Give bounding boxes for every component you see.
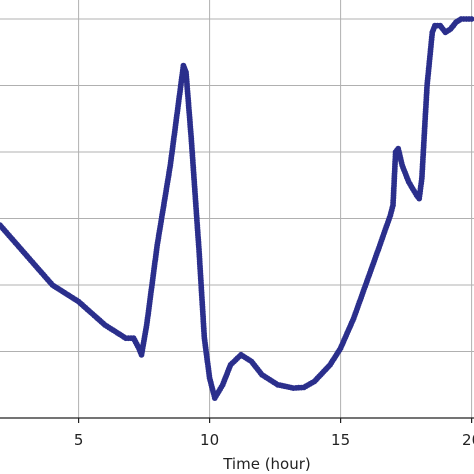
x-axis-label: Time (hour): [222, 455, 311, 473]
axes: 5 10 15 20: [0, 417, 474, 449]
x-tick-label: 20: [462, 431, 474, 449]
data-points: [0, 16, 474, 401]
x-tick-label: 15: [331, 431, 350, 449]
x-tick-label: 5: [74, 431, 84, 449]
data-point: [468, 16, 474, 22]
grid-lines: [0, 0, 474, 418]
x-tick-label: 10: [200, 431, 219, 449]
